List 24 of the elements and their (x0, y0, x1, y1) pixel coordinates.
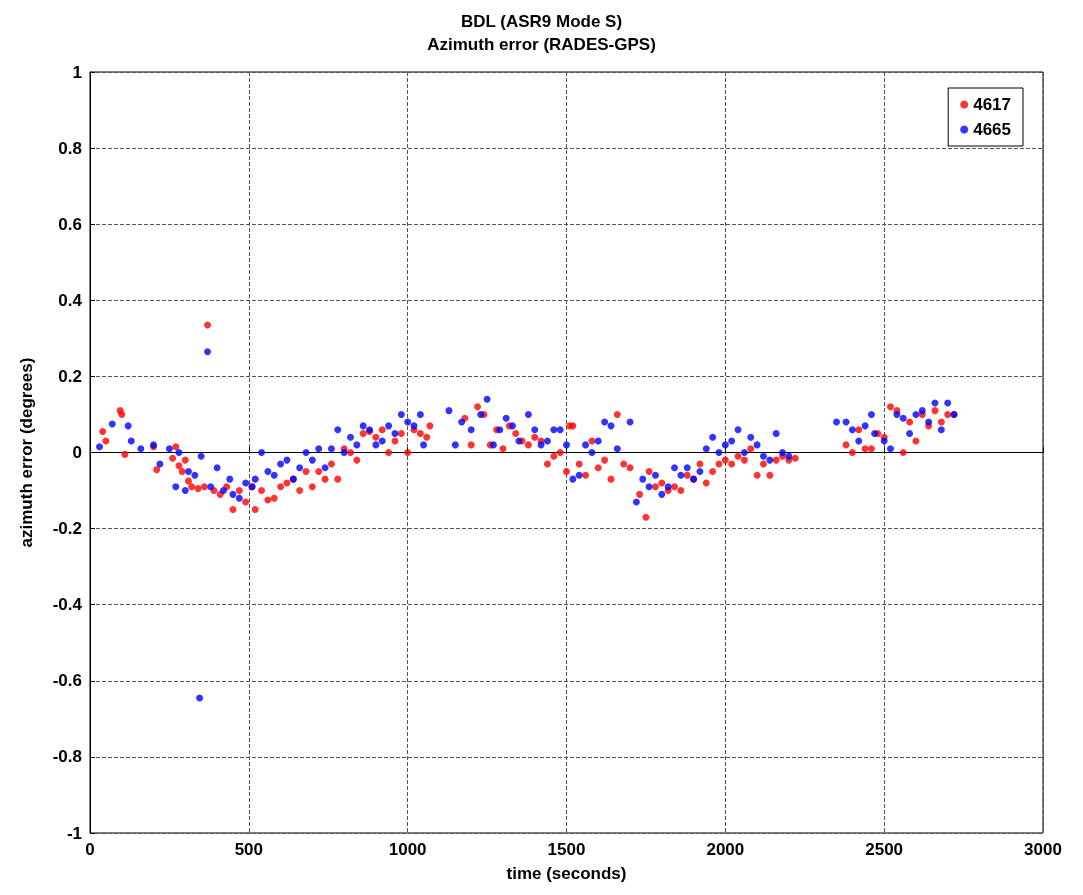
y-tick-label: 0.2 (58, 366, 82, 386)
y-tick-label: -0.2 (52, 519, 82, 539)
y-tick-label: 1 (72, 62, 82, 82)
legend-label: 4617 (973, 95, 1012, 114)
y-tick-label: -0.6 (52, 671, 82, 691)
chart-subtitle: Azimuth error (RADES-GPS) (427, 35, 656, 54)
chart-title: BDL (ASR9 Mode S) (460, 12, 623, 31)
y-tick-label: -1 (66, 823, 82, 843)
x-axis-title: time (seconds) (506, 864, 627, 883)
y-axis-title: azimuth error (degrees) (17, 357, 36, 548)
x-tick-label: 0 (85, 840, 95, 859)
x-tick-label: 1500 (547, 840, 586, 859)
y-tick-label: 0.8 (58, 138, 82, 158)
y-tick-label: 0.6 (58, 214, 82, 234)
x-tick-label: 1000 (388, 840, 427, 859)
x-tick-label: 2000 (706, 840, 745, 859)
x-tick-label: 500 (234, 840, 264, 859)
legend-label: 4665 (973, 120, 1012, 139)
x-tick-label: 3000 (1024, 840, 1062, 859)
y-tick-label: 0 (72, 443, 82, 462)
y-tick-label: -0.4 (52, 595, 83, 615)
y-tick-label: 0.4 (58, 290, 83, 310)
x-tick-label: 2500 (865, 840, 904, 859)
y-tick-label: -0.8 (52, 747, 82, 767)
